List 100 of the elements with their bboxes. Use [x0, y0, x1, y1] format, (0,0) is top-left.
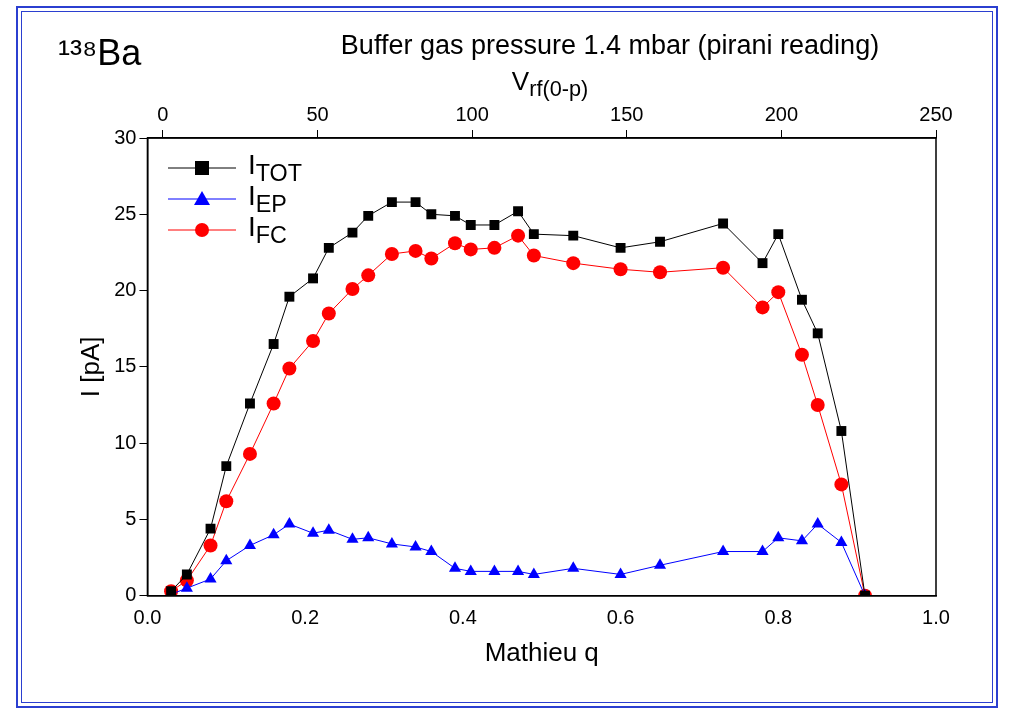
- point: [426, 209, 437, 220]
- point: [487, 240, 502, 255]
- x-tick-label: 0.2: [291, 606, 320, 629]
- point: [205, 523, 216, 534]
- point: [448, 561, 462, 572]
- x-axis-title: Mathieu q: [484, 636, 599, 667]
- point: [267, 527, 280, 539]
- point: [306, 333, 321, 348]
- point: [266, 396, 281, 411]
- point: [450, 210, 460, 221]
- point: [203, 538, 218, 553]
- x2-tick-label: 0: [157, 102, 169, 125]
- point: [568, 230, 579, 241]
- point: [528, 229, 539, 240]
- point: [613, 262, 628, 277]
- point: [567, 561, 580, 572]
- point: [718, 218, 729, 229]
- point: [345, 282, 360, 297]
- point: [425, 544, 438, 556]
- x2-tick-label: 100: [455, 102, 489, 125]
- point: [180, 581, 193, 592]
- point: [219, 494, 234, 509]
- point: [322, 523, 335, 534]
- point: [347, 227, 358, 238]
- point: [408, 243, 423, 258]
- chart-title: Buffer gas pressure 1.4 mbar (pirani reading): [339, 30, 881, 61]
- y-axis-title: I [pA]: [74, 336, 105, 398]
- point: [245, 398, 255, 409]
- point: [464, 564, 477, 575]
- point: [204, 572, 217, 583]
- point: [243, 538, 257, 549]
- point: [615, 242, 626, 253]
- point: [716, 260, 731, 275]
- y-tick-label: 5: [125, 507, 137, 530]
- point: [361, 268, 376, 283]
- point: [757, 258, 768, 269]
- point: [410, 197, 421, 208]
- x2-tick-label: 250: [919, 102, 953, 125]
- x2-tick-label: 50: [306, 102, 329, 125]
- point: [513, 206, 524, 217]
- point: [268, 339, 279, 349]
- point: [283, 517, 296, 528]
- point: [308, 273, 318, 284]
- point: [220, 553, 233, 565]
- point: [363, 210, 374, 221]
- point: [797, 294, 807, 305]
- x2-axis-title: V$_{rf(0-p)}$: [510, 66, 590, 103]
- x-tick-label: 0.8: [764, 606, 793, 629]
- y-tick-label: 10: [114, 430, 137, 453]
- point: [834, 477, 849, 492]
- point: [409, 539, 422, 551]
- point: [717, 544, 730, 556]
- point: [835, 535, 848, 546]
- point: [511, 228, 526, 243]
- point: [384, 246, 399, 261]
- point: [653, 265, 668, 280]
- point: [282, 361, 297, 376]
- point: [512, 564, 525, 575]
- point: [447, 236, 462, 251]
- point: [362, 530, 375, 542]
- point: [773, 229, 784, 240]
- point: [463, 242, 478, 257]
- point: [772, 530, 785, 542]
- point: [284, 291, 295, 302]
- point: [836, 426, 847, 436]
- point: [771, 285, 786, 300]
- point: [755, 300, 770, 315]
- point: [794, 347, 809, 362]
- point: [306, 526, 320, 537]
- x-tick-label: 1.0: [922, 606, 950, 629]
- x-tick-label: 0.6: [606, 606, 635, 629]
- point: [346, 532, 359, 543]
- legend-label: I$_{TOT}$: [248, 148, 303, 186]
- point: [810, 398, 825, 413]
- point: [321, 306, 336, 321]
- text: ¹³⁸Ba: [58, 32, 142, 74]
- y-tick-label: 20: [114, 278, 137, 301]
- y-tick-label: 0: [125, 583, 137, 606]
- point: [221, 461, 232, 472]
- point: [526, 248, 541, 263]
- x2-tick-label: 150: [610, 102, 644, 125]
- point: [614, 567, 627, 578]
- point: [385, 536, 398, 548]
- point: [465, 220, 476, 230]
- point: [811, 517, 824, 528]
- y-tick-label: 30: [114, 125, 137, 148]
- point: [655, 236, 665, 247]
- point: [489, 220, 500, 230]
- point: [812, 328, 823, 339]
- y-tick-label: 15: [114, 354, 137, 377]
- x-tick-label: 0.4: [448, 606, 477, 629]
- point: [795, 533, 809, 545]
- point: [323, 242, 334, 253]
- point: [566, 256, 581, 271]
- point: [386, 197, 397, 208]
- point: [527, 567, 540, 578]
- point: [181, 569, 192, 580]
- y-tick-label: 25: [114, 201, 137, 224]
- x2-tick-label: 200: [764, 102, 799, 125]
- point: [242, 446, 257, 461]
